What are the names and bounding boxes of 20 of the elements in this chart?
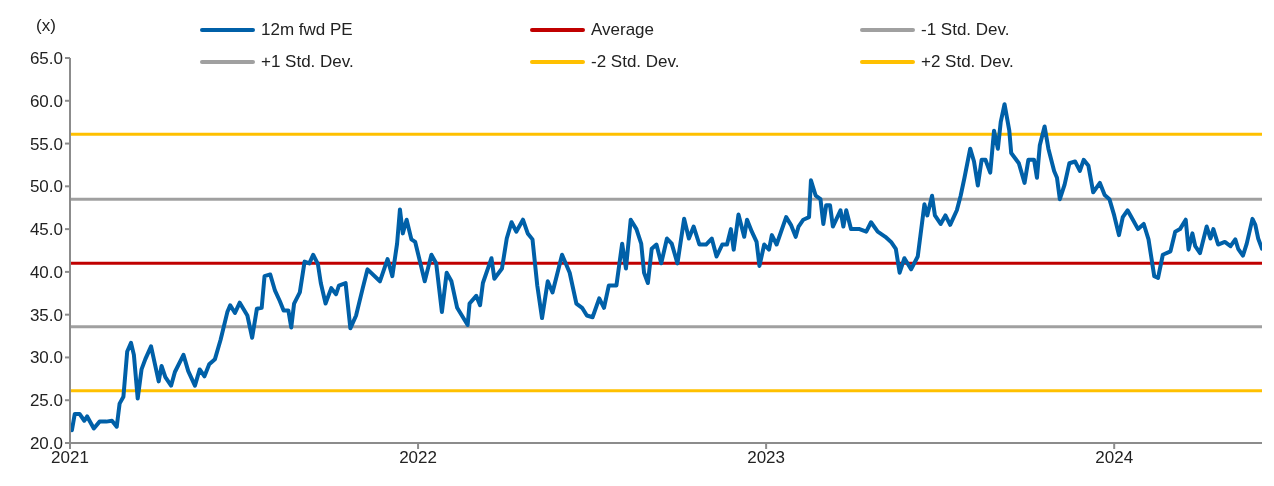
y-tick-label: 25.0 xyxy=(29,391,63,411)
y-axis-title: (x) xyxy=(36,16,56,36)
x-tick-label: 2023 xyxy=(747,448,786,468)
line-series xyxy=(70,102,1262,433)
x-tick-label: 2022 xyxy=(399,448,437,468)
y-tick-label: 60.0 xyxy=(29,91,63,111)
y-tick-label: 50.0 xyxy=(29,177,63,197)
y-tick-label: 45.0 xyxy=(29,220,63,240)
legend-label: -2 Std. Dev. xyxy=(591,52,680,72)
legend-label: +2 Std. Dev. xyxy=(921,52,1014,72)
legend-label: 12m fwd PE xyxy=(261,20,353,40)
x-tick-label: 2024 xyxy=(1095,448,1134,468)
y-tick-label: 40.0 xyxy=(29,262,63,282)
legend-label: -1 Std. Dev. xyxy=(921,20,1010,40)
y-tick-label: 55.0 xyxy=(29,134,63,154)
y-tick-label: 35.0 xyxy=(29,305,63,325)
y-tick-label: 30.0 xyxy=(29,348,63,368)
legend-label: +1 Std. Dev. xyxy=(261,52,354,72)
legend-label: Average xyxy=(591,20,655,40)
y-tick-label: 65.0 xyxy=(29,49,63,69)
